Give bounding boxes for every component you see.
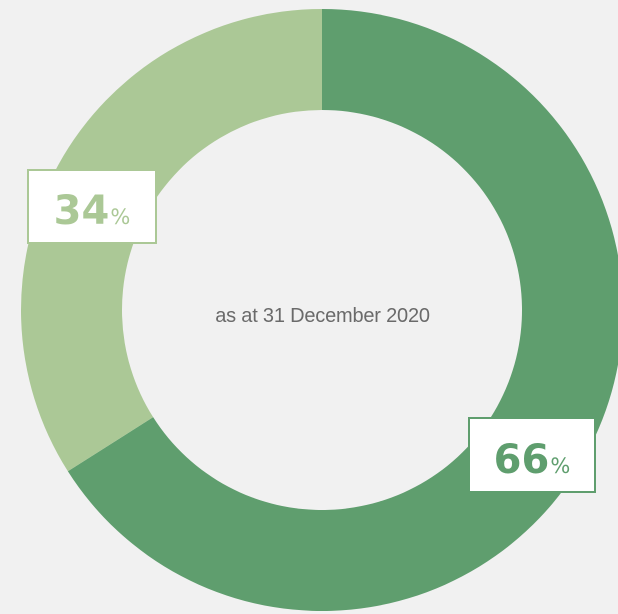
- label-box-66-percent: 66 %: [468, 417, 596, 493]
- slice-label-unit: %: [550, 454, 571, 478]
- label-box-34-percent: 34 %: [27, 169, 157, 244]
- slice-label-unit: %: [110, 205, 131, 229]
- slice-label-value: 66: [493, 437, 550, 483]
- slice-label-value: 34: [53, 188, 110, 234]
- donut-slice-34: [21, 9, 323, 472]
- center-caption: as at 31 December 2020: [215, 305, 430, 327]
